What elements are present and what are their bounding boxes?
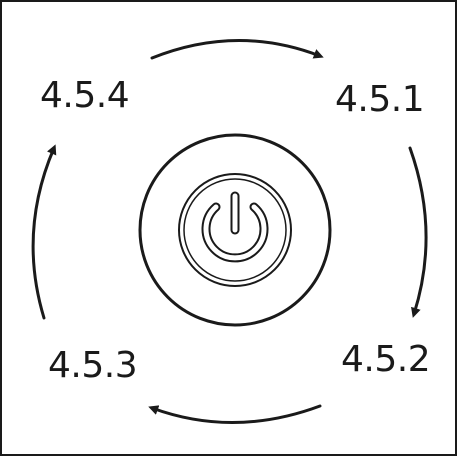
step-label-4-5-1: 4.5.1 — [335, 79, 425, 120]
arrow-top — [150, 39, 324, 60]
center-circle — [138, 133, 332, 327]
arrow-right — [408, 146, 428, 318]
step-label-4-5-3: 4.5.3 — [48, 345, 138, 386]
step-label-4-5-2: 4.5.2 — [341, 339, 431, 380]
power-button-icon — [178, 173, 292, 287]
arrow-left — [31, 144, 57, 320]
arrow-bottom — [148, 404, 322, 424]
step-label-4-5-4: 4.5.4 — [40, 75, 130, 116]
